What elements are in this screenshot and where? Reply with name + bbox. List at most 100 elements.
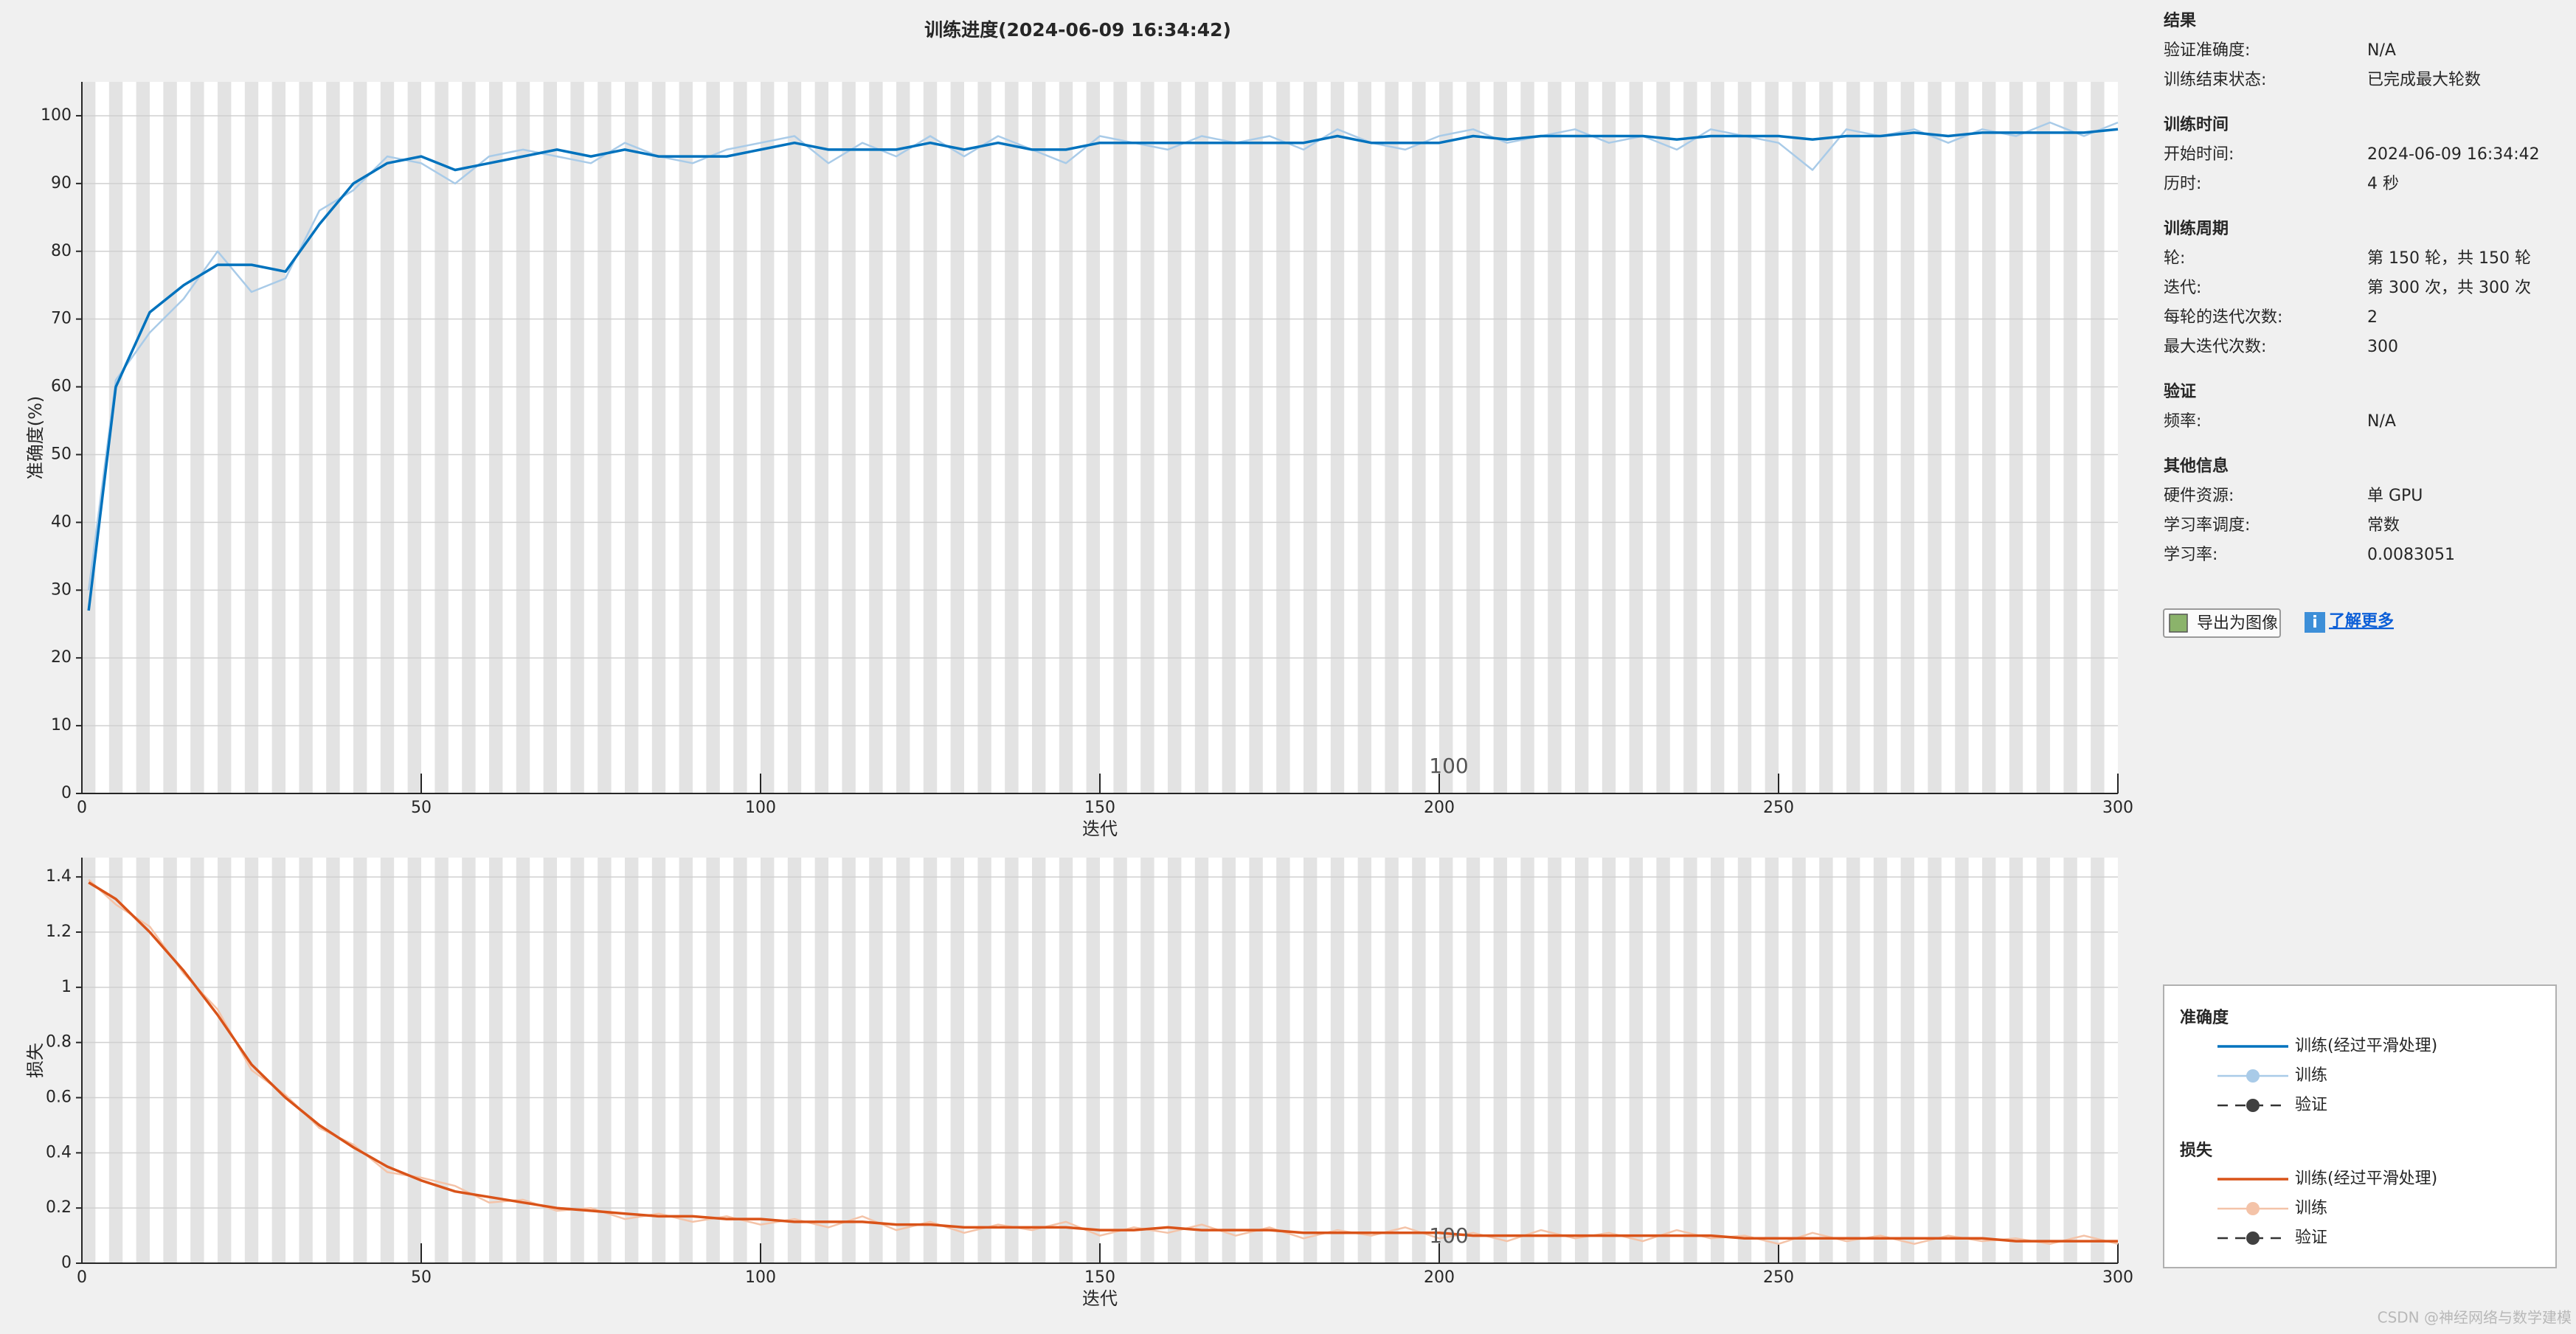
epoch-stripe [108,858,123,1263]
info-label: 频率: [2164,412,2201,431]
epoch-stripe [299,858,313,1263]
x-tick-label: 250 [1763,1268,1794,1287]
y-tick-label: 20 [51,648,72,667]
y-tick-label: 0.2 [46,1198,72,1217]
info-label: 历时: [2164,175,2201,193]
epoch-stripe [761,82,775,793]
epoch-stripe [326,858,340,1263]
epoch-stripe [570,858,584,1263]
epoch-stripe [1819,858,1833,1263]
x-axis-label: 迭代 [1082,819,1118,839]
epoch-stripe [1412,858,1426,1263]
epoch-stripe [2091,858,2105,1263]
epoch-stripe [761,858,775,1263]
epoch-stripe [977,82,991,793]
info-value: 第 300 次，共 300 次 [2367,279,2531,297]
epoch-stripe [163,858,177,1263]
epoch-stripe [1900,858,1914,1263]
epoch-stripe [1276,858,1290,1263]
legend-marker [2246,1099,2260,1112]
legend-heading: 准确度 [2180,1008,2229,1027]
epoch-stripe [489,82,503,793]
epoch-stripe [1330,858,1345,1263]
epoch-stripe [407,82,421,793]
epoch-stripe [1602,858,1616,1263]
section-title: 结果 [2164,11,2196,30]
epoch-stripe [407,858,421,1263]
y-tick-label: 90 [51,174,72,192]
epoch-stripe [1819,82,1833,793]
epoch-stripe [1575,858,1589,1263]
epoch-stripe [353,82,367,793]
epoch-stripe [244,82,259,793]
epoch-stripe [1086,858,1100,1263]
epoch-stripe [1412,82,1426,793]
epoch-stripe [814,82,828,793]
epoch-stripe [1249,858,1263,1263]
epoch-stripe [896,858,910,1263]
info-value: 已完成最大轮数 [2367,71,2481,89]
chart-title: 训练进度(2024-06-09 16:34:42) [924,19,1231,41]
x-tick-label: 0 [77,799,87,817]
y-tick-label: 10 [51,716,72,734]
info-label: 训练结束状态: [2164,71,2266,89]
epoch-stripe [108,82,123,793]
epoch-stripe [923,858,938,1263]
epoch-stripe [1737,858,1752,1263]
epoch-stripe [1140,82,1154,793]
x-tick-label: 200 [1424,1268,1455,1287]
epoch-stripe [434,82,449,793]
epoch-stripe [1222,858,1236,1263]
epoch-stripe [1357,858,1371,1263]
epoch-stripe [462,858,476,1263]
epoch-stripe [516,858,530,1263]
y-tick-label: 50 [51,445,72,463]
epoch-stripe [977,858,991,1263]
button-label[interactable]: 导出为图像 [2197,614,2278,633]
legend-marker [2246,1202,2260,1215]
epoch-stripe [733,82,747,793]
legend-heading: 损失 [2180,1142,2213,1160]
x-tick-label: 0 [77,1268,87,1287]
info-icon-glyph: i [2312,614,2318,632]
button-frame[interactable] [2163,608,2281,638]
epoch-stripe [1194,82,1209,793]
epoch-stripe [1928,858,1942,1263]
info-value: 常数 [2367,516,2400,535]
epoch-stripe [1168,82,1182,793]
epoch-stripe [1032,858,1046,1263]
legend-marker [2246,1069,2260,1083]
y-tick-label: 70 [51,310,72,328]
epoch-stripe [1330,82,1345,793]
epoch-stripe [2036,858,2050,1263]
epoch-stripe [625,82,639,793]
x-tick-label: 150 [1084,1268,1115,1287]
info-value: 单 GPU [2367,487,2423,505]
epoch-stripe [1982,858,1996,1263]
export-button[interactable]: 导出为图像 [2163,608,2281,638]
epoch-stripe [1059,858,1073,1263]
epoch-stripe [271,858,285,1263]
annotation: 100 [1429,1223,1468,1248]
info-value: 2 [2367,308,2378,327]
epoch-stripe [380,82,395,793]
epoch-stripe [1005,82,1019,793]
y-tick-label: 60 [51,378,72,396]
y-axis-label: 损失 [25,1043,46,1078]
y-tick-label: 0 [61,1254,72,1272]
info-label: 轮: [2164,249,2185,268]
epoch-stripe [950,858,964,1263]
y-tick-label: 100 [41,106,72,125]
learn-more-link[interactable]: 了解更多 [2329,611,2394,630]
epoch-stripe [1032,82,1046,793]
series-line [88,881,2118,1243]
epoch-stripe [2091,82,2105,793]
epoch-stripe [1602,82,1616,793]
epoch-stripe [842,858,856,1263]
epoch-stripe [733,858,747,1263]
epoch-stripe [1928,82,1942,793]
epoch-stripe [244,858,259,1263]
epoch-stripe [326,82,340,793]
epoch-stripe [651,82,666,793]
